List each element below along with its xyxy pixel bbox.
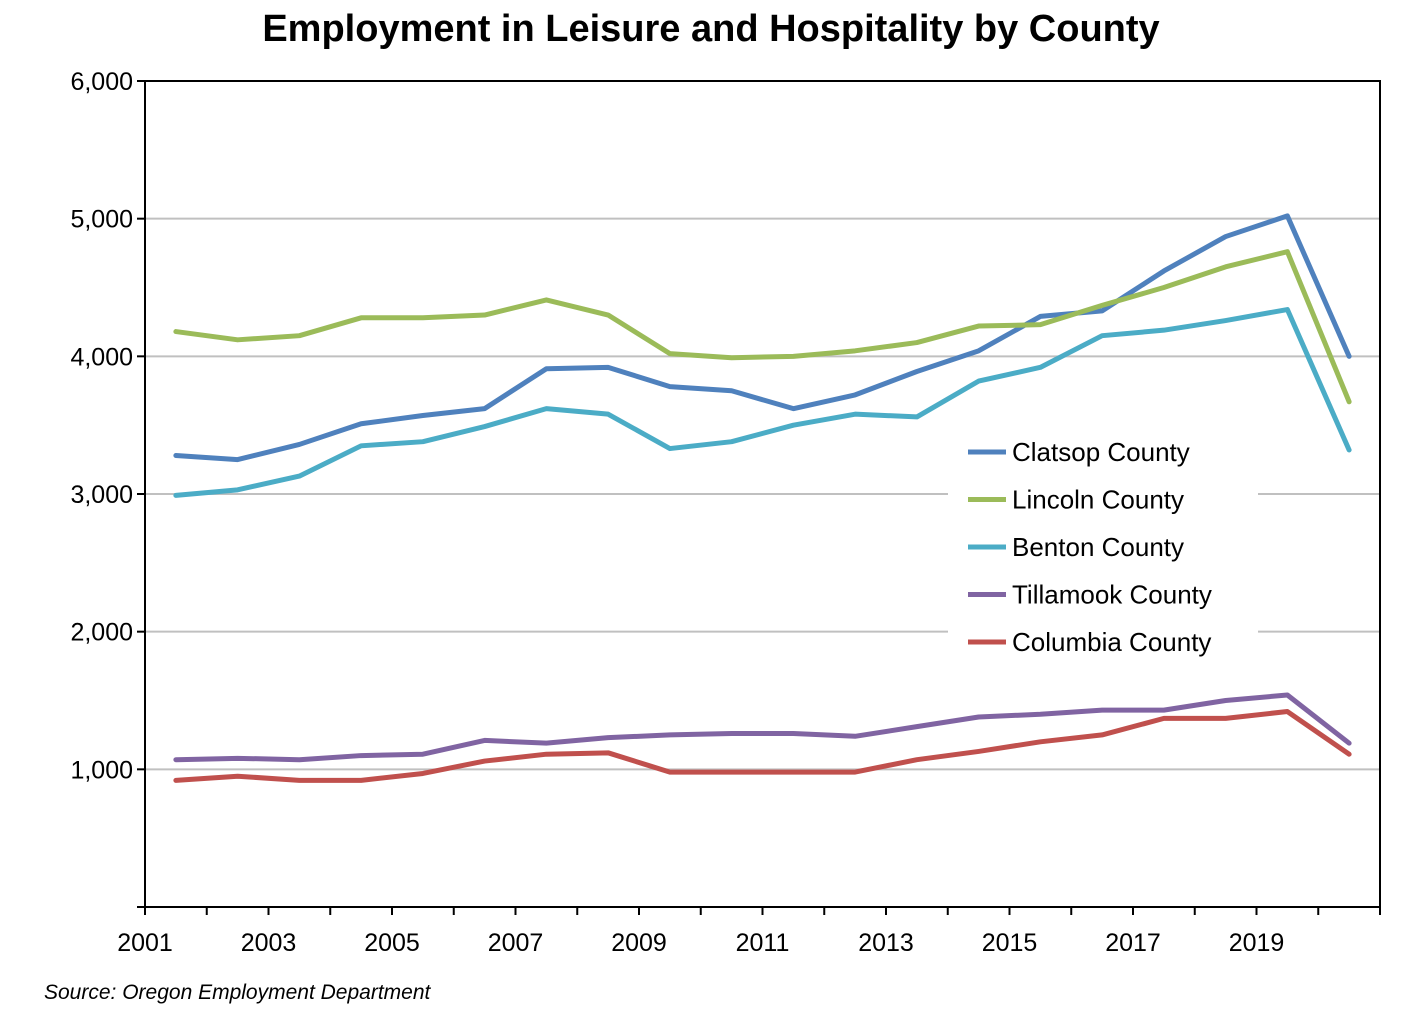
chart-title: Employment in Leisure and Hospitality by… bbox=[262, 8, 1160, 50]
x-tick-label: 2013 bbox=[858, 929, 914, 957]
y-tick-label: 1,000 bbox=[70, 756, 133, 784]
legend-label-clatsop-county: Clatsop County bbox=[1012, 437, 1190, 467]
columbia-county-line bbox=[173, 709, 1352, 783]
x-tick-label: 2007 bbox=[488, 929, 544, 957]
x-tick-label: 2005 bbox=[364, 929, 420, 957]
benton-county-line bbox=[173, 307, 1352, 498]
y-tick-label: 6,000 bbox=[70, 68, 133, 96]
x-tick-label: 2019 bbox=[1229, 929, 1285, 957]
y-tick-label: 5,000 bbox=[70, 206, 133, 234]
legend: Clatsop County Lincoln County Benton Count… bbox=[948, 428, 1258, 668]
lincoln-county-line bbox=[173, 249, 1352, 405]
legend-label-benton-county: Benton County bbox=[1012, 532, 1184, 562]
x-tick-label: 2015 bbox=[982, 929, 1038, 957]
y-tick-label: 2,000 bbox=[70, 619, 133, 647]
source-note: Source: Oregon Employment Department bbox=[44, 981, 431, 1004]
x-tick-label: 2011 bbox=[736, 929, 790, 957]
x-tick-label: 2009 bbox=[611, 929, 667, 957]
legend-label-lincoln-county: Lincoln County bbox=[1012, 485, 1184, 515]
legend-label-tillamook-county: Tillamook County bbox=[1012, 580, 1212, 610]
y-tick-label: 3,000 bbox=[70, 481, 133, 509]
legend-label-columbia-county: Columbia County bbox=[1012, 627, 1211, 657]
x-tick-label: 2001 bbox=[117, 929, 173, 957]
tillamook-county-line bbox=[173, 692, 1352, 763]
axes: 6,000 5,000 4,000 3,000 2,000 1,000 2001 2003 20… bbox=[70, 68, 1381, 957]
x-tick-label: 2003 bbox=[241, 929, 297, 957]
series-lines bbox=[173, 213, 1352, 783]
clatsop-county-line bbox=[173, 213, 1352, 463]
y-tick-label: 4,000 bbox=[70, 343, 133, 371]
x-tick-label: 2017 bbox=[1105, 929, 1161, 957]
